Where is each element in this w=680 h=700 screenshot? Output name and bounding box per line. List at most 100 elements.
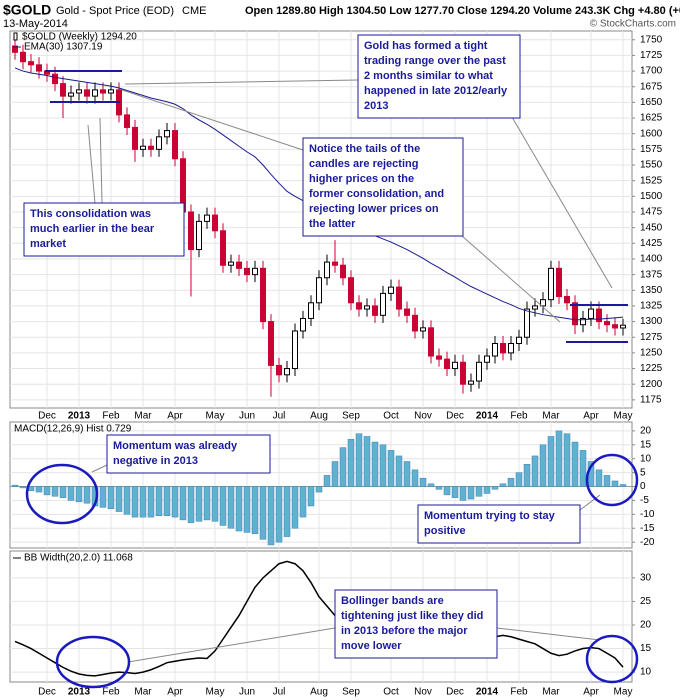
- candle-body: [148, 145, 154, 150]
- x-tick-label: Oct: [383, 687, 399, 698]
- bbw-line: [14, 560, 624, 677]
- candle-body: [332, 261, 338, 266]
- candle-body: [244, 267, 250, 276]
- candle-body: [516, 336, 522, 344]
- x-tick-label: Apr: [167, 687, 183, 698]
- pointer: [99, 117, 103, 204]
- y-tick-label: 15: [640, 439, 652, 450]
- candle-body: [492, 342, 498, 357]
- candle-body: [556, 267, 562, 298]
- y-tick-label: 1700: [640, 66, 663, 77]
- candle-body: [444, 358, 450, 370]
- annotation-text: Gold has formed a tight: [364, 40, 488, 52]
- x-tick-label: Mar: [542, 411, 560, 422]
- candle-body: [500, 342, 506, 354]
- hist-bar: [395, 455, 403, 487]
- x-tick-label: May: [206, 411, 225, 422]
- hist-bar: [75, 486, 83, 503]
- candle-body: [268, 321, 274, 366]
- x-tick-label: Mar: [134, 411, 152, 422]
- hist-bar: [483, 486, 491, 494]
- hist-bar: [355, 433, 363, 487]
- hist-bar: [475, 486, 483, 497]
- hist-bar: [611, 480, 619, 487]
- candle-body: [532, 305, 538, 310]
- candle-body: [348, 277, 354, 304]
- hist-bar: [299, 486, 307, 518]
- hist-bar: [179, 486, 187, 521]
- annotation-text: 2 months similar to what: [364, 70, 493, 82]
- hist-bar: [595, 469, 603, 487]
- x-tick-label: Sep: [342, 687, 360, 698]
- hist-bar: [507, 477, 515, 487]
- candle-body: [252, 267, 258, 276]
- hist-bar: [467, 486, 475, 500]
- candle-body: [212, 214, 218, 232]
- x-tick-label: May: [614, 411, 633, 422]
- y-tick-label: 1325: [640, 301, 663, 312]
- hist-bar: [419, 477, 427, 487]
- hist-bar: [443, 486, 451, 496]
- candle-body: [316, 277, 322, 304]
- highlight-circle: [55, 635, 131, 689]
- x-tick-label: Dec: [38, 687, 56, 698]
- candle-body: [540, 299, 546, 307]
- annotation-text: Momentum was already: [113, 440, 238, 452]
- annotation-text: in 2013 before the major: [341, 625, 468, 637]
- y-tick-label: 10: [640, 667, 652, 678]
- hist-bar: [619, 484, 627, 487]
- y-tick-label: 0: [640, 481, 646, 492]
- candle-body: [92, 89, 98, 97]
- y-tick-label: 1500: [640, 191, 663, 202]
- x-tick-label: Oct: [383, 411, 399, 422]
- annotation-text: positive: [424, 525, 466, 537]
- hist-bar: [35, 486, 43, 493]
- hist-bar: [363, 436, 371, 487]
- x-tick-label: May: [614, 687, 633, 698]
- candle-body: [188, 211, 194, 251]
- hist-bar: [19, 486, 27, 489]
- y-tick-label: -15: [640, 523, 655, 534]
- candle-body: [548, 267, 554, 301]
- x-tick-label: Mar: [542, 687, 560, 698]
- symbol: $GOLD: [3, 2, 51, 18]
- candle-body: [364, 305, 370, 310]
- y-tick-label: 20: [640, 426, 652, 437]
- x-tick-label: Jul: [273, 411, 286, 422]
- annotation-text: Bollinger bands are: [341, 595, 444, 607]
- hist-bar: [531, 455, 539, 487]
- highlight-circle: [585, 453, 639, 507]
- hist-bar: [379, 444, 387, 487]
- x-tick-label: Apr: [583, 411, 599, 422]
- annotation-text: happened in late 2012/early: [364, 85, 508, 97]
- x-tick-label: Feb: [102, 411, 120, 422]
- y-tick-label: -10: [640, 509, 655, 520]
- hist-bar: [547, 436, 555, 487]
- date: 13-May-2014: [3, 18, 68, 30]
- candle-body: [420, 327, 426, 332]
- hist-bar: [131, 486, 139, 518]
- hist-bar: [603, 475, 611, 487]
- annotation-box: [334, 589, 498, 659]
- x-tick-label: 2013: [68, 687, 91, 698]
- candle-body: [468, 380, 474, 385]
- hist-bar: [427, 483, 435, 487]
- hist-bar: [211, 486, 219, 522]
- y-tick-label: 15: [640, 643, 652, 654]
- hist-bar: [147, 486, 155, 518]
- hist-bar: [227, 486, 235, 529]
- hist-bar: [411, 469, 419, 487]
- hist-bar: [539, 444, 547, 487]
- legend-label: MACD(12,26,9) Hist 0.729: [14, 424, 132, 435]
- hist-bar: [43, 486, 51, 496]
- candle-body: [612, 324, 618, 329]
- pointer: [87, 124, 96, 204]
- annotation-text: much earlier in the bear: [30, 223, 155, 235]
- hist-bar: [435, 486, 443, 490]
- y-tick-label: 1350: [640, 285, 663, 296]
- y-tick-label: 20: [640, 620, 652, 631]
- x-tick-label: Mar: [134, 687, 152, 698]
- y-tick-label: 1725: [640, 50, 663, 61]
- y-tick-label: 30: [640, 573, 652, 584]
